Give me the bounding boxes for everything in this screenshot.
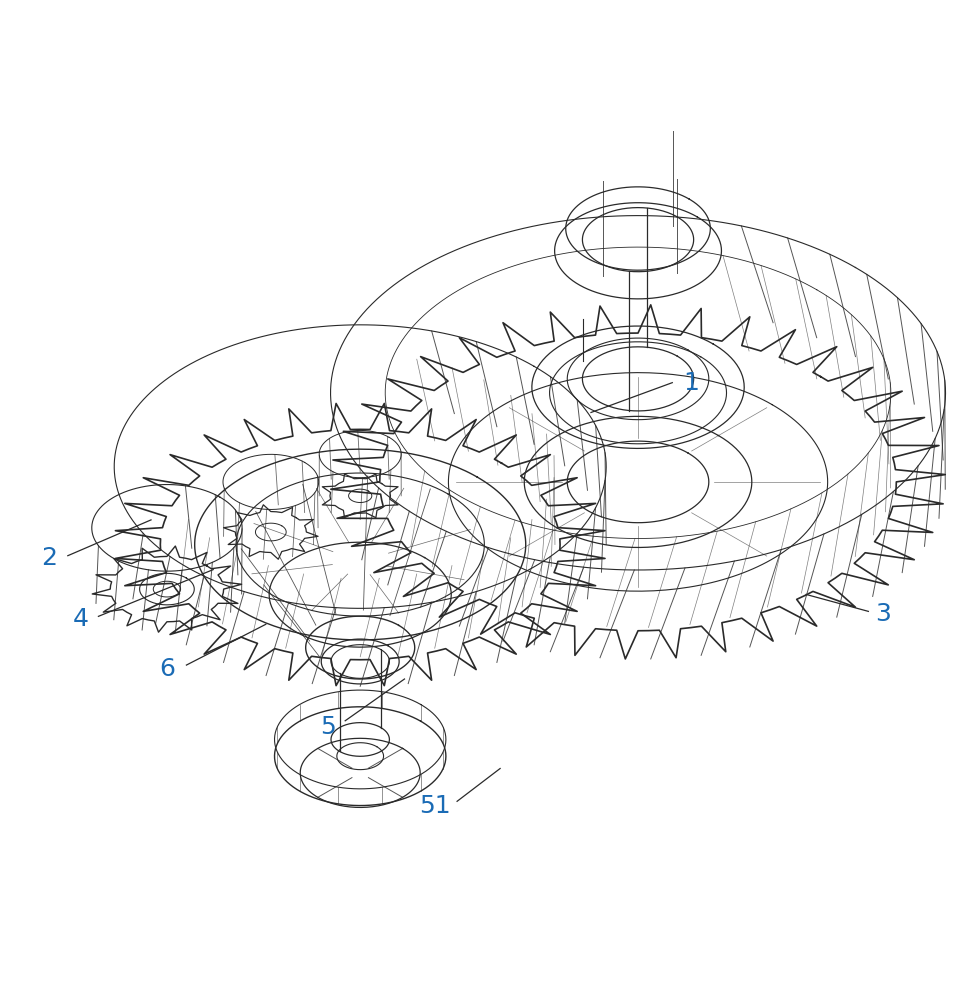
Text: 4: 4 xyxy=(73,607,89,631)
Text: 1: 1 xyxy=(682,371,699,395)
Text: 2: 2 xyxy=(40,546,57,570)
Text: 5: 5 xyxy=(320,715,335,739)
Text: 6: 6 xyxy=(160,657,175,681)
Text: 51: 51 xyxy=(419,794,451,818)
Text: 3: 3 xyxy=(874,602,890,626)
